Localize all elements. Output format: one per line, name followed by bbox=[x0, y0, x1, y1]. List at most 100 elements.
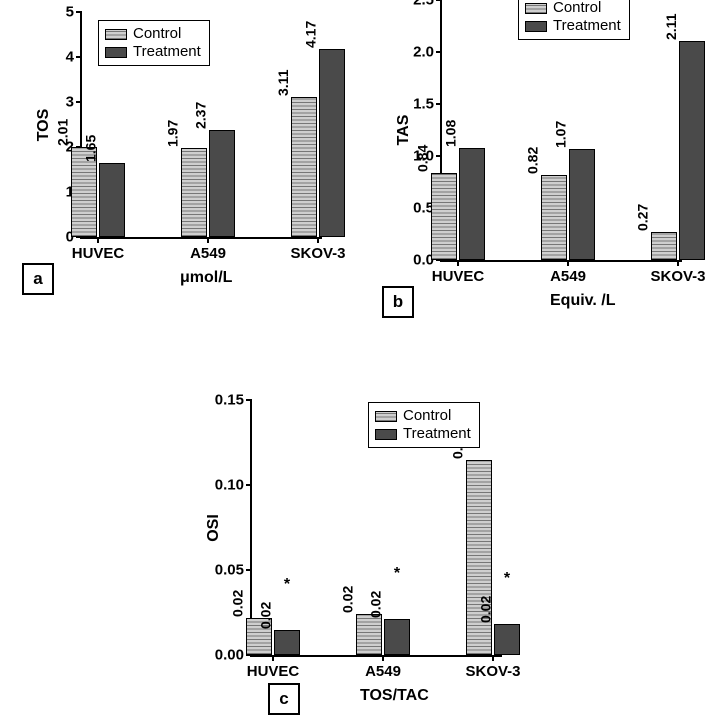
x-tick bbox=[492, 655, 494, 661]
bar-value-label: 1.07 bbox=[552, 120, 568, 147]
bar-treatment: 1.65 bbox=[99, 163, 125, 237]
legend-label: Control bbox=[553, 0, 601, 17]
y-tick-label: 2.0 bbox=[413, 44, 434, 61]
y-axis-label: OSI bbox=[205, 514, 223, 542]
x-tick bbox=[272, 655, 274, 661]
y-tick-label: 5 bbox=[66, 4, 74, 21]
bar-treatment: 1.08 bbox=[459, 148, 485, 260]
legend-item-control: Control bbox=[375, 407, 471, 425]
y-tick bbox=[436, 155, 442, 157]
y-tick bbox=[436, 0, 442, 1]
legend-item-control: Control bbox=[525, 0, 621, 17]
x-tick-label: A549 bbox=[365, 663, 401, 680]
legend-label: Treatment bbox=[133, 43, 201, 61]
bar-value-label: 1.97 bbox=[164, 120, 180, 147]
legend-item-control: Control bbox=[105, 25, 201, 43]
bar-value-label: 0.02 bbox=[339, 586, 355, 613]
bar-value-label: 0.84 bbox=[414, 144, 430, 171]
legend-item-treatment: Treatment bbox=[105, 43, 201, 61]
bar-treatment: 0.02 bbox=[494, 624, 520, 655]
legend-label: Control bbox=[133, 25, 181, 43]
bar-control: 1.97 bbox=[181, 148, 207, 237]
chart-tas: TAS 0.00.51.01.52.02.5HUVEC0.841.08A5490… bbox=[440, 0, 682, 262]
bar-control: 0.27 bbox=[651, 232, 677, 260]
x-tick bbox=[567, 260, 569, 266]
x-tick-label: A549 bbox=[190, 245, 226, 262]
x-tick bbox=[382, 655, 384, 661]
y-tick-label: 0.05 bbox=[215, 562, 244, 579]
panel-letter: c bbox=[268, 683, 300, 715]
bar-treatment: 2.11 bbox=[679, 41, 705, 260]
chart-osi: OSI 0.000.050.100.15HUVEC0.020.02*A5490.… bbox=[250, 400, 502, 657]
y-tick bbox=[76, 11, 82, 13]
legend-item-treatment: Treatment bbox=[525, 17, 621, 35]
x-tick-label: HUVEC bbox=[72, 245, 125, 262]
bar-control: 0.82 bbox=[541, 175, 567, 260]
x-tick bbox=[97, 237, 99, 243]
legend: Control Treatment bbox=[98, 20, 210, 66]
legend-label: Control bbox=[403, 407, 451, 425]
significance-star: * bbox=[394, 565, 400, 583]
bar-value-label: 2.01 bbox=[54, 118, 70, 145]
legend-label: Treatment bbox=[403, 425, 471, 443]
x-tick bbox=[317, 237, 319, 243]
bar-value-label: 2.11 bbox=[663, 13, 679, 39]
bar-value-label: 1.65 bbox=[82, 135, 98, 162]
y-tick-label: 0.00 bbox=[215, 647, 244, 664]
bar-value-label: 0.02 bbox=[367, 591, 383, 618]
bar-control: 3.11 bbox=[291, 97, 317, 237]
x-tick bbox=[677, 260, 679, 266]
bar-value-label: 0.02 bbox=[257, 601, 273, 628]
y-tick bbox=[76, 101, 82, 103]
x-tick-label: SKOV-3 bbox=[465, 663, 520, 680]
bar-treatment: 2.37 bbox=[209, 130, 235, 237]
x-tick-label: SKOV-3 bbox=[290, 245, 345, 262]
bar-value-label: 1.08 bbox=[442, 119, 458, 146]
bar-value-label: 0.02 bbox=[229, 589, 245, 616]
bar-value-label: 0.27 bbox=[634, 204, 650, 231]
legend-swatch bbox=[375, 429, 397, 440]
y-tick bbox=[436, 103, 442, 105]
y-tick bbox=[76, 56, 82, 58]
x-tick-label: HUVEC bbox=[432, 268, 485, 285]
y-axis-label: TOS bbox=[35, 108, 53, 141]
bar-control: 0.12 bbox=[466, 460, 492, 656]
y-tick bbox=[436, 51, 442, 53]
x-tick bbox=[457, 260, 459, 266]
y-tick-label: 3 bbox=[66, 94, 74, 111]
legend-swatch bbox=[105, 47, 127, 58]
x-tick bbox=[207, 237, 209, 243]
bar-treatment: 4.17 bbox=[319, 49, 345, 237]
legend-item-treatment: Treatment bbox=[375, 425, 471, 443]
x-tick-label: HUVEC bbox=[247, 663, 300, 680]
y-axis-label: TAS bbox=[395, 115, 413, 146]
x-tick-label: A549 bbox=[550, 268, 586, 285]
panel-letter: a bbox=[22, 263, 54, 295]
bar-value-label: 4.17 bbox=[302, 21, 318, 48]
legend-label: Treatment bbox=[553, 17, 621, 35]
legend: Control Treatment bbox=[518, 0, 630, 40]
y-tick-label: 1.5 bbox=[413, 96, 434, 113]
bar-control: 0.02 bbox=[356, 614, 382, 655]
significance-star: * bbox=[504, 570, 510, 588]
bar-value-label: 3.11 bbox=[275, 70, 291, 96]
y-tick-label: 2.5 bbox=[413, 0, 434, 9]
x-tick-label: SKOV-3 bbox=[650, 268, 705, 285]
legend-swatch bbox=[525, 3, 547, 14]
y-tick bbox=[246, 399, 252, 401]
legend-swatch bbox=[105, 29, 127, 40]
y-tick-label: 0.15 bbox=[215, 392, 244, 409]
y-tick-label: 0.10 bbox=[215, 477, 244, 494]
significance-star: * bbox=[284, 576, 290, 594]
bar-treatment: 0.02 bbox=[384, 619, 410, 655]
bar-control: 0.84 bbox=[431, 173, 457, 260]
y-tick bbox=[246, 569, 252, 571]
y-tick bbox=[246, 484, 252, 486]
bar-value-label: 0.82 bbox=[524, 146, 540, 173]
bar-treatment: 1.07 bbox=[569, 149, 595, 260]
bar-treatment: 0.02 bbox=[274, 630, 300, 656]
panel-letter: b bbox=[382, 286, 414, 318]
x-axis-label: TOS/TAC bbox=[360, 687, 429, 705]
legend: Control Treatment bbox=[368, 402, 480, 448]
x-axis-label: Equiv. /L bbox=[550, 292, 615, 310]
